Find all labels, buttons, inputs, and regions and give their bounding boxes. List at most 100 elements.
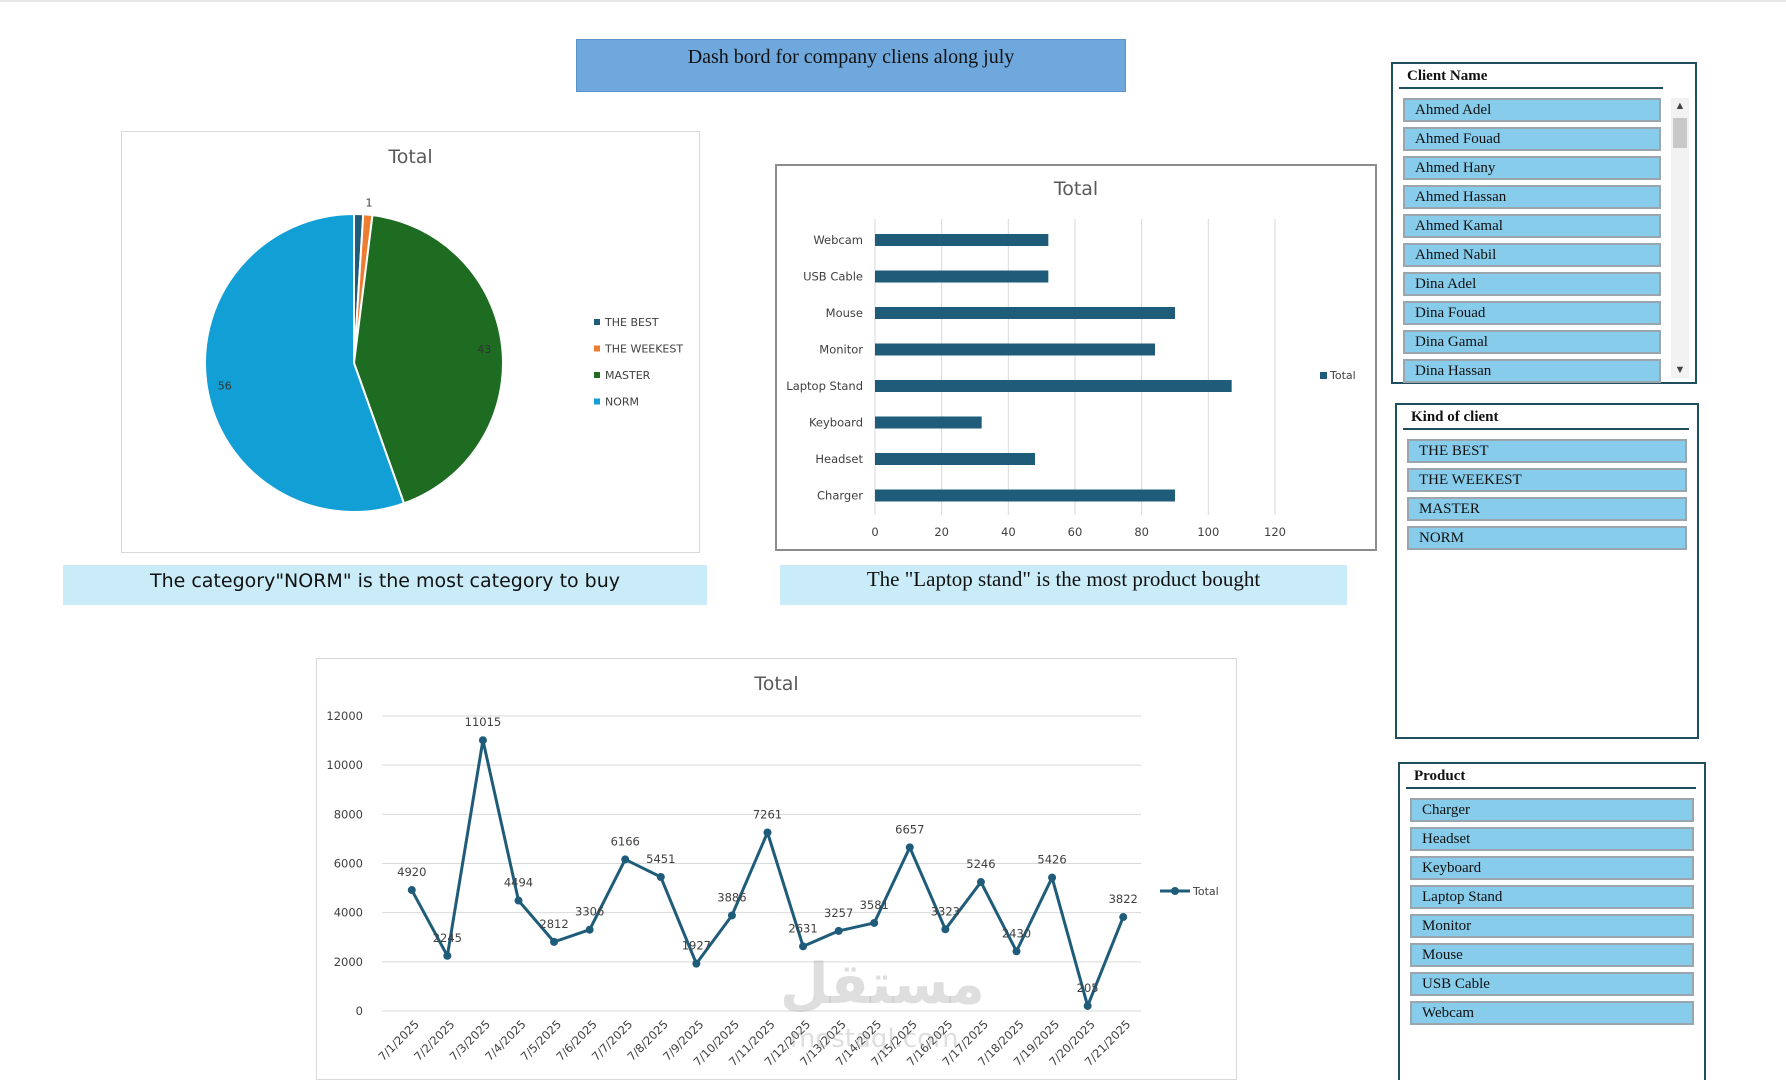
data-point bbox=[478, 736, 487, 745]
data-label: 2430 bbox=[1002, 926, 1031, 940]
data-point bbox=[514, 896, 523, 905]
data-label: 5246 bbox=[966, 857, 995, 871]
x-tick-label: 20 bbox=[934, 525, 949, 539]
data-label: 3257 bbox=[824, 906, 853, 920]
bar-usb-cable bbox=[875, 270, 1049, 283]
y-tick-label: Laptop Stand bbox=[786, 379, 863, 393]
data-point bbox=[870, 918, 879, 927]
kind-of-client-slicer[interactable]: Kind of client THE BEST THE WEEKEST MASTER… bbox=[1395, 403, 1699, 739]
y-tick-label: Monitor bbox=[819, 343, 863, 357]
product-list: Charger Headset Keyboard Laptop Stand Monito… bbox=[1410, 798, 1694, 1030]
y-tick-label: 10000 bbox=[326, 758, 363, 772]
pie-data-label: 56 bbox=[218, 379, 232, 392]
client-name-slicer-header: Client Name bbox=[1399, 64, 1663, 89]
data-point bbox=[976, 878, 985, 887]
x-tick-label: 60 bbox=[1068, 525, 1083, 539]
data-point bbox=[1048, 873, 1057, 882]
y-tick-label: Charger bbox=[817, 489, 863, 503]
client-slicer-item[interactable]: Dina Fouad bbox=[1403, 301, 1661, 325]
data-label: 7261 bbox=[753, 808, 782, 822]
x-tick-label: 40 bbox=[1001, 525, 1016, 539]
product-slicer-item[interactable]: Monitor bbox=[1410, 914, 1694, 938]
product-slicer-item[interactable]: Mouse bbox=[1410, 943, 1694, 967]
legend-swatch-the-best bbox=[594, 319, 600, 325]
bar-chart-box[interactable]: Total 0 20 40 60 80 100 120 Webcam USB Cable Mous… bbox=[775, 164, 1377, 551]
scroll-up-icon[interactable]: ▲ bbox=[1674, 100, 1686, 112]
client-name-list: Ahmed Adel Ahmed Fouad Ahmed Hany Ahmed Has… bbox=[1403, 98, 1661, 388]
watermark-url: mostaql.com bbox=[790, 1024, 959, 1054]
data-label: 2812 bbox=[539, 917, 568, 931]
product-slicer-item[interactable]: Headset bbox=[1410, 827, 1694, 851]
y-tick-label: Webcam bbox=[813, 233, 863, 247]
client-slicer-item[interactable]: Ahmed Adel bbox=[1403, 98, 1661, 122]
data-label: 2245 bbox=[433, 931, 462, 945]
kind-slicer-item[interactable]: MASTER bbox=[1407, 497, 1687, 521]
data-label: 6657 bbox=[895, 822, 924, 836]
bar-headset bbox=[875, 453, 1035, 465]
data-point bbox=[1012, 947, 1021, 956]
data-label: 4920 bbox=[397, 865, 426, 879]
legend-label: THE BEST bbox=[604, 316, 659, 329]
client-name-slicer[interactable]: Client Name Ahmed Adel Ahmed Fouad Ahmed H… bbox=[1391, 62, 1697, 384]
bar-laptop-stand bbox=[875, 380, 1232, 392]
data-label: 1927 bbox=[682, 939, 711, 953]
y-tick-label: 2000 bbox=[334, 955, 363, 969]
product-slicer-item[interactable]: Laptop Stand bbox=[1410, 885, 1694, 909]
legend-swatch-total bbox=[1320, 372, 1327, 379]
data-label: 2631 bbox=[788, 921, 817, 935]
pie-chart-box[interactable]: Total 1 43 56 THE BEST THE WEEKEST MASTER NORM bbox=[121, 131, 700, 553]
product-caption: The "Laptop stand" is the most product b… bbox=[780, 565, 1347, 605]
data-point bbox=[585, 925, 594, 934]
client-slicer-item[interactable]: Ahmed Nabil bbox=[1403, 243, 1661, 267]
legend-label: MASTER bbox=[605, 369, 651, 382]
y-tick-label: 4000 bbox=[334, 906, 363, 920]
data-label: 3886 bbox=[717, 890, 746, 904]
product-slicer-item[interactable]: Webcam bbox=[1410, 1001, 1694, 1025]
data-label: 205 bbox=[1077, 981, 1099, 995]
client-name-scrollbar[interactable]: ▲ ▼ bbox=[1671, 98, 1689, 378]
data-point bbox=[941, 925, 950, 934]
client-slicer-item[interactable]: Dina Hassan bbox=[1403, 359, 1661, 383]
data-label: 6166 bbox=[611, 834, 640, 848]
kind-slicer-item[interactable]: THE BEST bbox=[1407, 439, 1687, 463]
scroll-down-icon[interactable]: ▼ bbox=[1674, 364, 1686, 376]
kind-slicer-item[interactable]: NORM bbox=[1407, 526, 1687, 550]
x-tick-label: 80 bbox=[1134, 525, 1149, 539]
y-tick-label: USB Cable bbox=[803, 270, 863, 284]
legend-label: NORM bbox=[605, 396, 639, 409]
data-label: 5426 bbox=[1037, 853, 1066, 867]
legend-swatch-master bbox=[594, 372, 600, 378]
data-point bbox=[407, 886, 416, 895]
data-point bbox=[1119, 913, 1128, 922]
line-chart-box[interactable]: Total 0 2000 4000 6000 8000 10000 12000 4920 224… bbox=[316, 658, 1237, 1080]
kind-slicer-item[interactable]: THE WEEKEST bbox=[1407, 468, 1687, 492]
client-slicer-item[interactable]: Ahmed Fouad bbox=[1403, 127, 1661, 151]
category-caption: The category"NORM" is the most category … bbox=[63, 565, 707, 605]
y-tick-label: Keyboard bbox=[809, 416, 863, 430]
client-slicer-item[interactable]: Ahmed Kamal bbox=[1403, 214, 1661, 238]
data-label: 5451 bbox=[646, 852, 675, 866]
product-slicer-item[interactable]: USB Cable bbox=[1410, 972, 1694, 996]
y-tick-label: 12000 bbox=[326, 709, 363, 723]
pie-slice-norm bbox=[204, 212, 406, 513]
client-slicer-item[interactable]: Dina Adel bbox=[1403, 272, 1661, 296]
pie-slice-master bbox=[352, 214, 504, 505]
y-tick-label: Mouse bbox=[826, 306, 863, 320]
client-slicer-item[interactable]: Dina Gamal bbox=[1403, 330, 1661, 354]
bar-keyboard bbox=[875, 416, 982, 429]
line-chart: 0 2000 4000 6000 8000 10000 12000 4920 2245 11015… bbox=[326, 709, 1218, 1069]
x-tick-label: 0 bbox=[871, 525, 878, 539]
client-slicer-item[interactable]: Ahmed Hassan bbox=[1403, 185, 1661, 209]
product-slicer[interactable]: Product Charger Headset Keyboard Laptop Sta… bbox=[1398, 762, 1706, 1080]
product-slicer-item[interactable]: Keyboard bbox=[1410, 856, 1694, 880]
bar-chart-title: Total bbox=[1053, 178, 1099, 200]
data-label: 4494 bbox=[504, 876, 533, 890]
watermark-logo: مستقل bbox=[780, 952, 985, 1017]
product-slicer-item[interactable]: Charger bbox=[1410, 798, 1694, 822]
scroll-thumb[interactable] bbox=[1673, 118, 1687, 148]
client-slicer-item[interactable]: Ahmed Hany bbox=[1403, 156, 1661, 180]
legend-swatch-the-weekest bbox=[594, 345, 600, 352]
data-point bbox=[727, 911, 736, 920]
data-point bbox=[443, 951, 452, 960]
bar-chart: 0 20 40 60 80 100 120 Webcam USB Cable Mouse Monit… bbox=[786, 219, 1356, 539]
